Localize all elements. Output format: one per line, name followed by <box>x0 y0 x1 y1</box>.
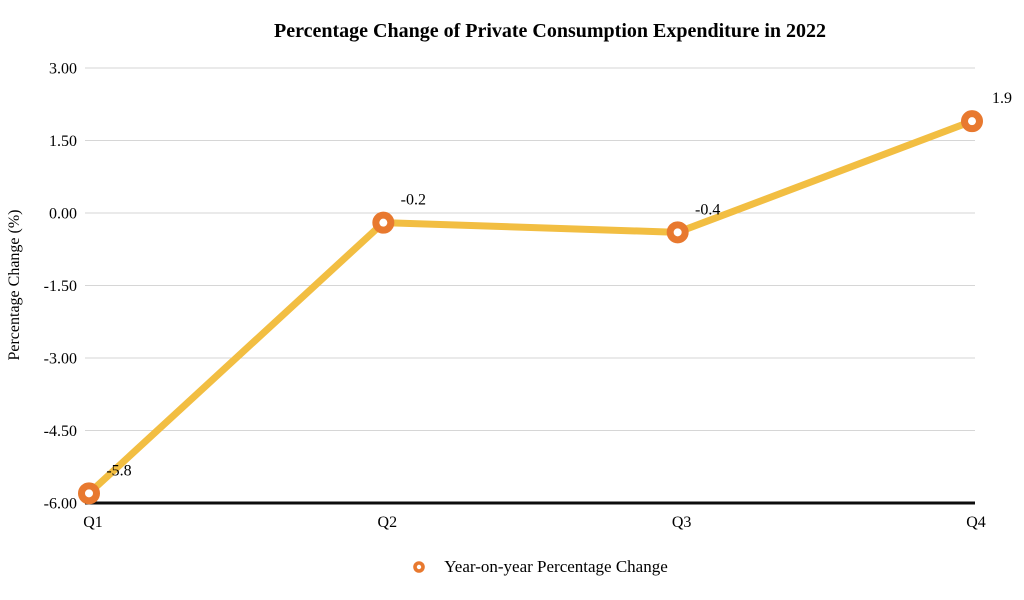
data-point-marker <box>666 221 689 244</box>
x-tick-label: Q2 <box>378 514 398 531</box>
y-tick-label: -4.50 <box>44 423 77 440</box>
data-point-label: -0.4 <box>695 201 720 218</box>
y-tick-label: 3.00 <box>49 61 77 78</box>
x-tick-label: Q4 <box>966 514 986 531</box>
legend: Year-on-year Percentage Change <box>56 554 1024 580</box>
series-line <box>85 117 976 497</box>
legend-series-marker-icon <box>413 561 426 573</box>
legend-series-label: Year-on-year Percentage Change <box>444 557 668 576</box>
y-tick-label: -6.00 <box>44 496 77 513</box>
y-tick-label: 0.00 <box>49 206 77 223</box>
data-point-marker <box>961 110 983 133</box>
y-tick-label: -3.00 <box>44 351 77 368</box>
x-tick-label: Q1 <box>83 514 103 531</box>
chart-title: Percentage Change of Private Consumption… <box>273 20 827 42</box>
y-tick-label: 1.50 <box>49 133 77 150</box>
data-point-label: 1.9 <box>992 90 1012 107</box>
data-point-marker <box>78 482 100 505</box>
data-point-label: -5.8 <box>106 462 131 479</box>
data-point-marker <box>372 211 395 234</box>
y-tick-label: -1.50 <box>44 278 77 295</box>
data-point-label: -0.2 <box>401 192 426 209</box>
x-tick-label: Q3 <box>672 514 692 531</box>
